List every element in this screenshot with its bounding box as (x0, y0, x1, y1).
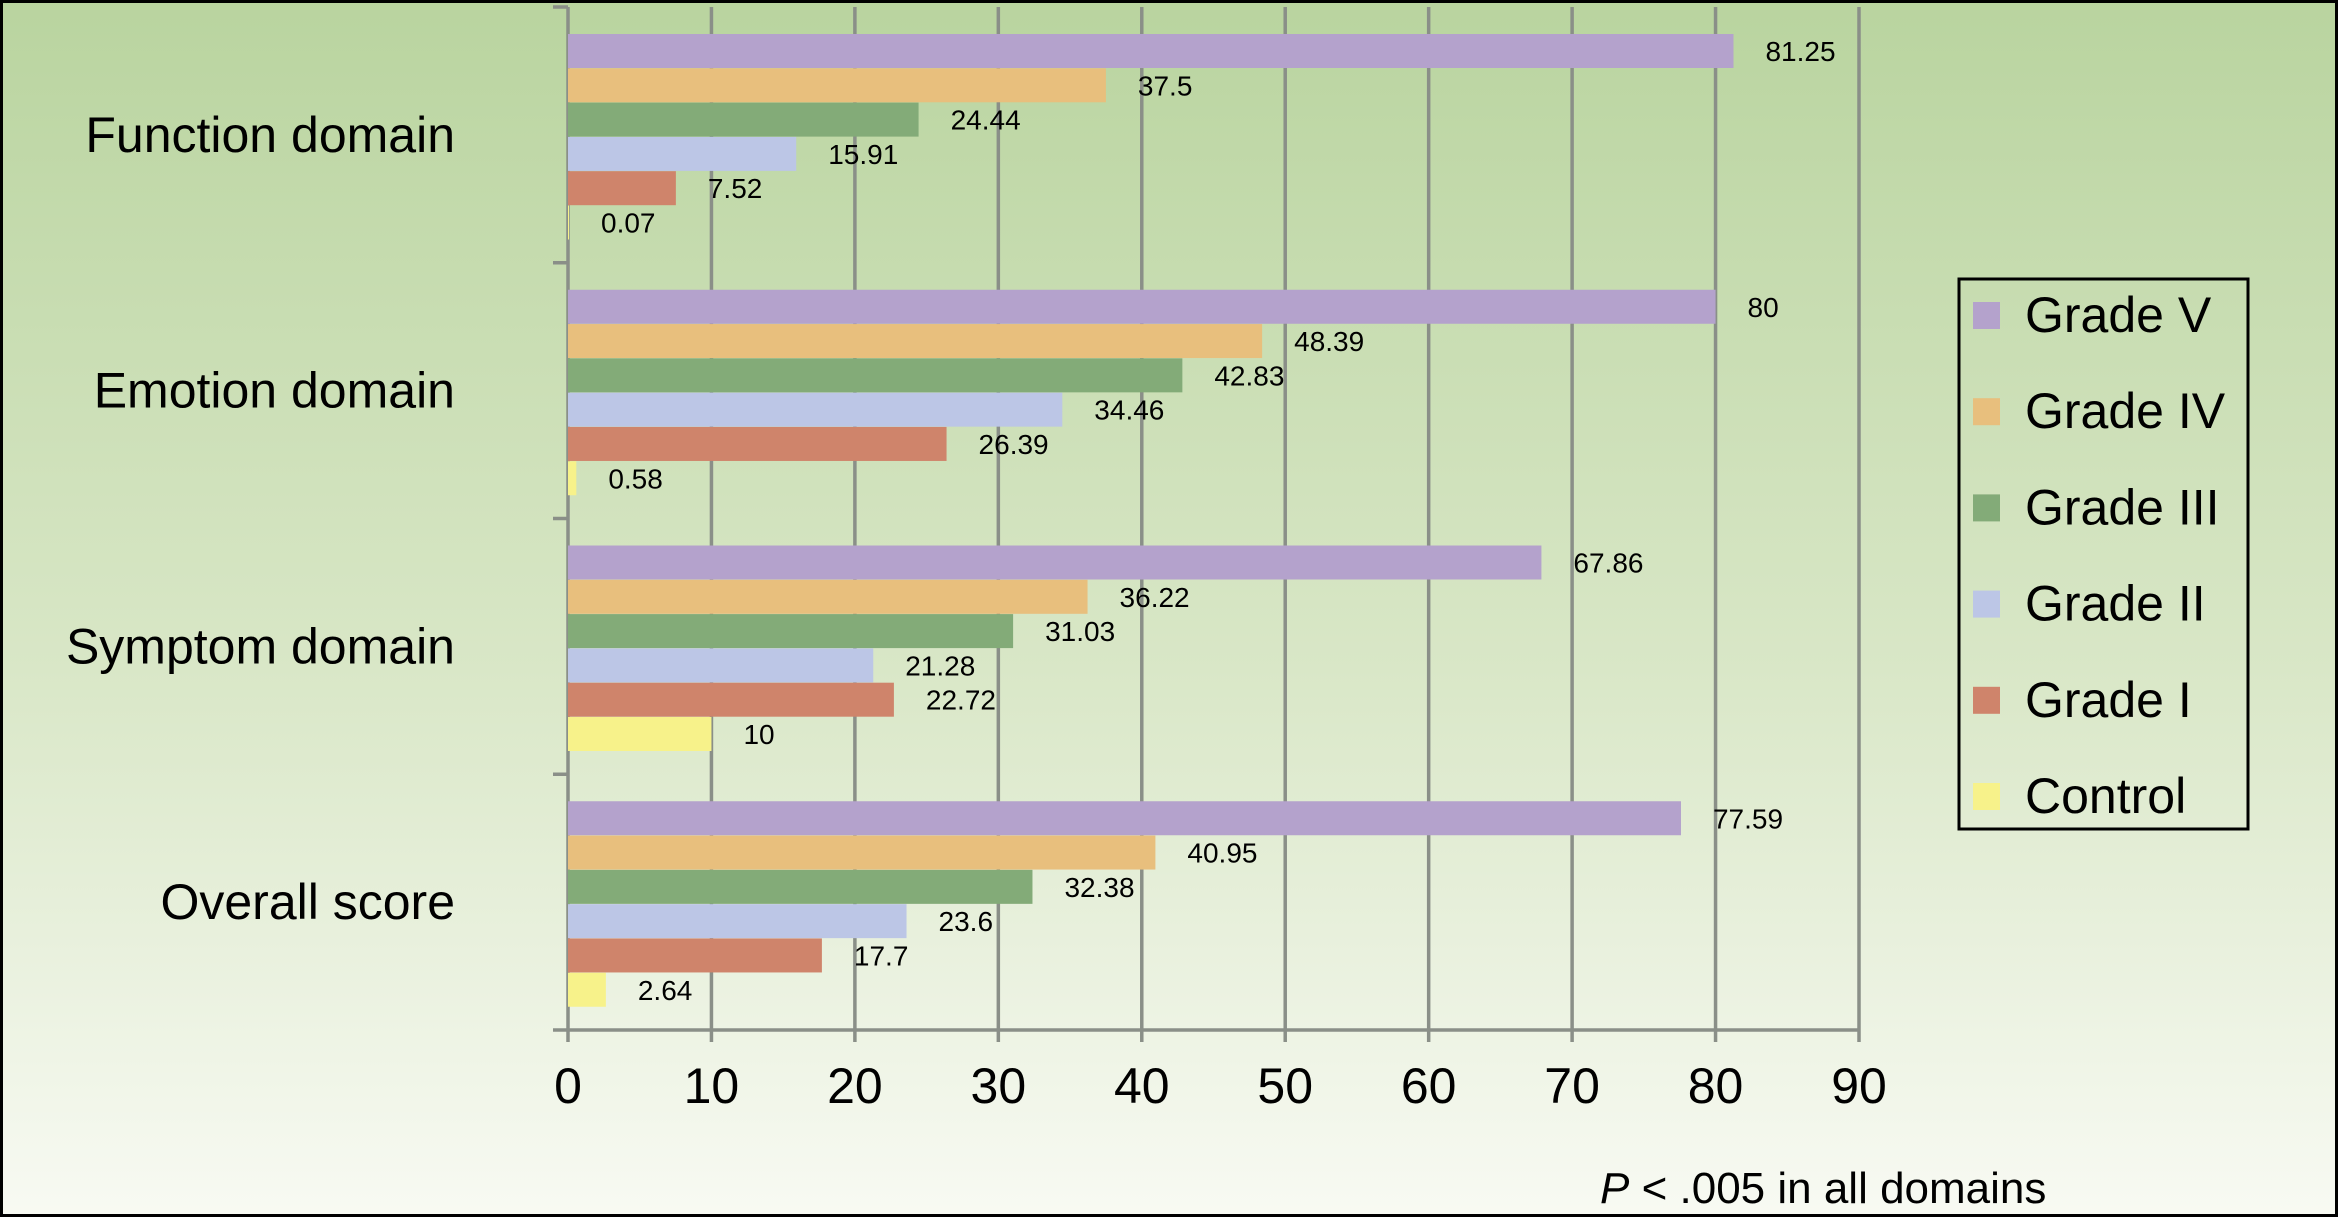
legend-label: Grade IV (2025, 383, 2226, 439)
bar-grade-ii (568, 136, 797, 171)
x-tick-label: 40 (1114, 1058, 1170, 1114)
bar-grade-iii (568, 614, 1014, 649)
data-label: 67.86 (1573, 548, 1643, 579)
data-label: 42.83 (1214, 360, 1284, 391)
data-label: 32.38 (1064, 872, 1134, 903)
data-label: 37.5 (1138, 70, 1193, 101)
data-label: 77.59 (1713, 803, 1783, 834)
legend-swatch (1973, 590, 2000, 618)
legend-label: Grade III (2025, 479, 2220, 535)
legend-label: Grade II (2025, 576, 2206, 632)
bar-grade-v (568, 801, 1681, 836)
x-tick-label: 90 (1831, 1058, 1887, 1114)
x-tick-label: 30 (971, 1058, 1027, 1114)
data-label: 31.03 (1045, 616, 1115, 647)
data-label: 0.07 (601, 208, 656, 239)
category-label: Overall score (160, 874, 455, 930)
x-tick-label: 0 (554, 1058, 582, 1114)
data-label: 81.25 (1765, 36, 1835, 67)
legend-swatch (1973, 783, 2000, 810)
data-label: 40.95 (1187, 838, 1257, 869)
category-label: Emotion domain (94, 363, 455, 419)
legend-swatch (1973, 494, 2000, 522)
data-label: 34.46 (1094, 395, 1164, 426)
bar-grade-i (568, 426, 947, 461)
data-label: 24.44 (951, 105, 1021, 136)
x-tick-label: 60 (1401, 1058, 1457, 1114)
data-label: 2.64 (638, 975, 693, 1006)
data-label: 10 (743, 719, 774, 750)
data-label: 21.28 (905, 650, 975, 681)
x-tick-label: 10 (684, 1058, 740, 1114)
legend-swatch (1973, 398, 2000, 426)
bar-grade-ii (568, 648, 874, 683)
significance-note: P < .005 in all domains (1600, 1164, 2046, 1213)
x-tick-label: 20 (827, 1058, 883, 1114)
bar-grade-ii (568, 392, 1063, 427)
legend-swatch (1973, 686, 2000, 714)
bar-grade-i (568, 171, 676, 206)
data-label: 26.39 (979, 429, 1049, 460)
bar-control (568, 461, 577, 496)
bar-grade-iv (568, 68, 1106, 103)
legend-swatch (1973, 302, 2000, 329)
data-label: 17.7 (854, 940, 909, 971)
legend-label: Grade V (2025, 287, 2212, 343)
bar-control (568, 205, 570, 240)
bar-grade-iii (568, 869, 1033, 904)
bar-grade-v (568, 289, 1716, 324)
data-label: 36.22 (1120, 582, 1190, 613)
bar-grade-iv (568, 835, 1156, 870)
data-label: 0.58 (608, 463, 663, 494)
category-label: Symptom domain (66, 618, 455, 674)
data-label: 15.91 (828, 139, 898, 170)
bar-grade-iv (568, 579, 1088, 614)
bar-grade-i (568, 938, 822, 973)
x-tick-label: 80 (1688, 1058, 1744, 1114)
bar-grade-iii (568, 102, 919, 137)
x-tick-label: 70 (1544, 1058, 1600, 1114)
bar-grade-iv (568, 324, 1263, 359)
bar-grade-v (568, 545, 1542, 580)
data-label: 7.52 (708, 173, 763, 204)
data-label: 22.72 (926, 685, 996, 716)
bar-grade-v (568, 34, 1734, 68)
bar-grade-ii (568, 904, 907, 939)
category-label: Function domain (85, 107, 455, 163)
x-tick-label: 50 (1257, 1058, 1313, 1114)
bar-control (568, 972, 606, 1007)
data-label: 48.39 (1294, 326, 1364, 357)
legend-box (1957, 277, 2250, 831)
bar-control (568, 717, 712, 751)
bar-grade-i (568, 682, 894, 717)
bar-grade-iii (568, 358, 1183, 393)
legend-label: Grade I (2025, 672, 2192, 728)
legend-label: Control (2025, 768, 2186, 824)
data-label: 23.6 (939, 906, 994, 937)
data-label: 80 (1748, 292, 1779, 323)
